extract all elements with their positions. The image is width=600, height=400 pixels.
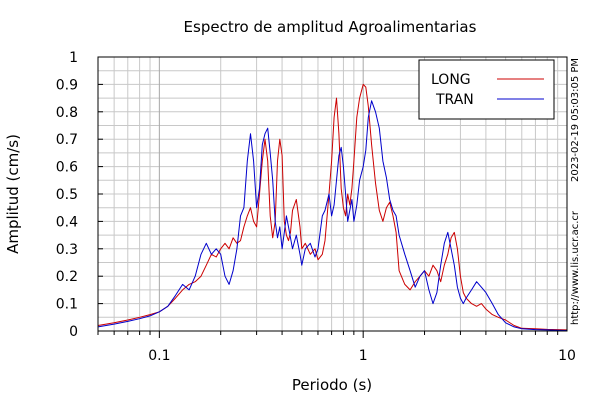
- y-tick-label: 0.2: [56, 269, 78, 285]
- y-axis-label: Amplitud (cm/s): [4, 134, 22, 254]
- x-tick-label: 1: [359, 348, 368, 364]
- x-tick-label: 10: [558, 348, 576, 364]
- y-tick-label: 0.9: [56, 77, 78, 93]
- timestamp-label: 2023-02-19 05:03:05 PM: [570, 58, 581, 182]
- x-axis-label: Periodo (s): [292, 376, 372, 394]
- source-url-label: http://www.lis.ucr.ac.cr: [570, 210, 581, 325]
- legend-label-tran: TRAN: [435, 92, 474, 108]
- y-tick-label: 0.8: [56, 105, 78, 121]
- y-tick-label: 0.6: [56, 160, 78, 176]
- legend: LONG TRAN: [418, 59, 555, 120]
- chart-title: Espectro de amplitud Agroalimentarias: [184, 18, 477, 36]
- y-tick-label: 0.7: [56, 132, 78, 148]
- legend-label-long: LONG: [431, 72, 471, 88]
- y-tick-label: 0.1: [56, 297, 78, 313]
- series-line-tran: [97, 100, 568, 331]
- y-tick-label: 0: [69, 324, 78, 340]
- axis-ticks: 0 0.1 0.2 0.3 0.4 0.5 0.6 0.7 0.8 0.9 1 0.1 1 10: [56, 50, 576, 364]
- y-tick-label: 1: [69, 50, 78, 66]
- y-tick-label: 0.3: [56, 242, 78, 258]
- y-tick-label: 0.5: [56, 187, 78, 203]
- legend-box: [418, 59, 555, 120]
- y-tick-label: 0.4: [56, 214, 78, 230]
- x-tick-label: 0.1: [148, 348, 170, 364]
- series-layer: [97, 83, 568, 331]
- series-line-long: [97, 83, 568, 331]
